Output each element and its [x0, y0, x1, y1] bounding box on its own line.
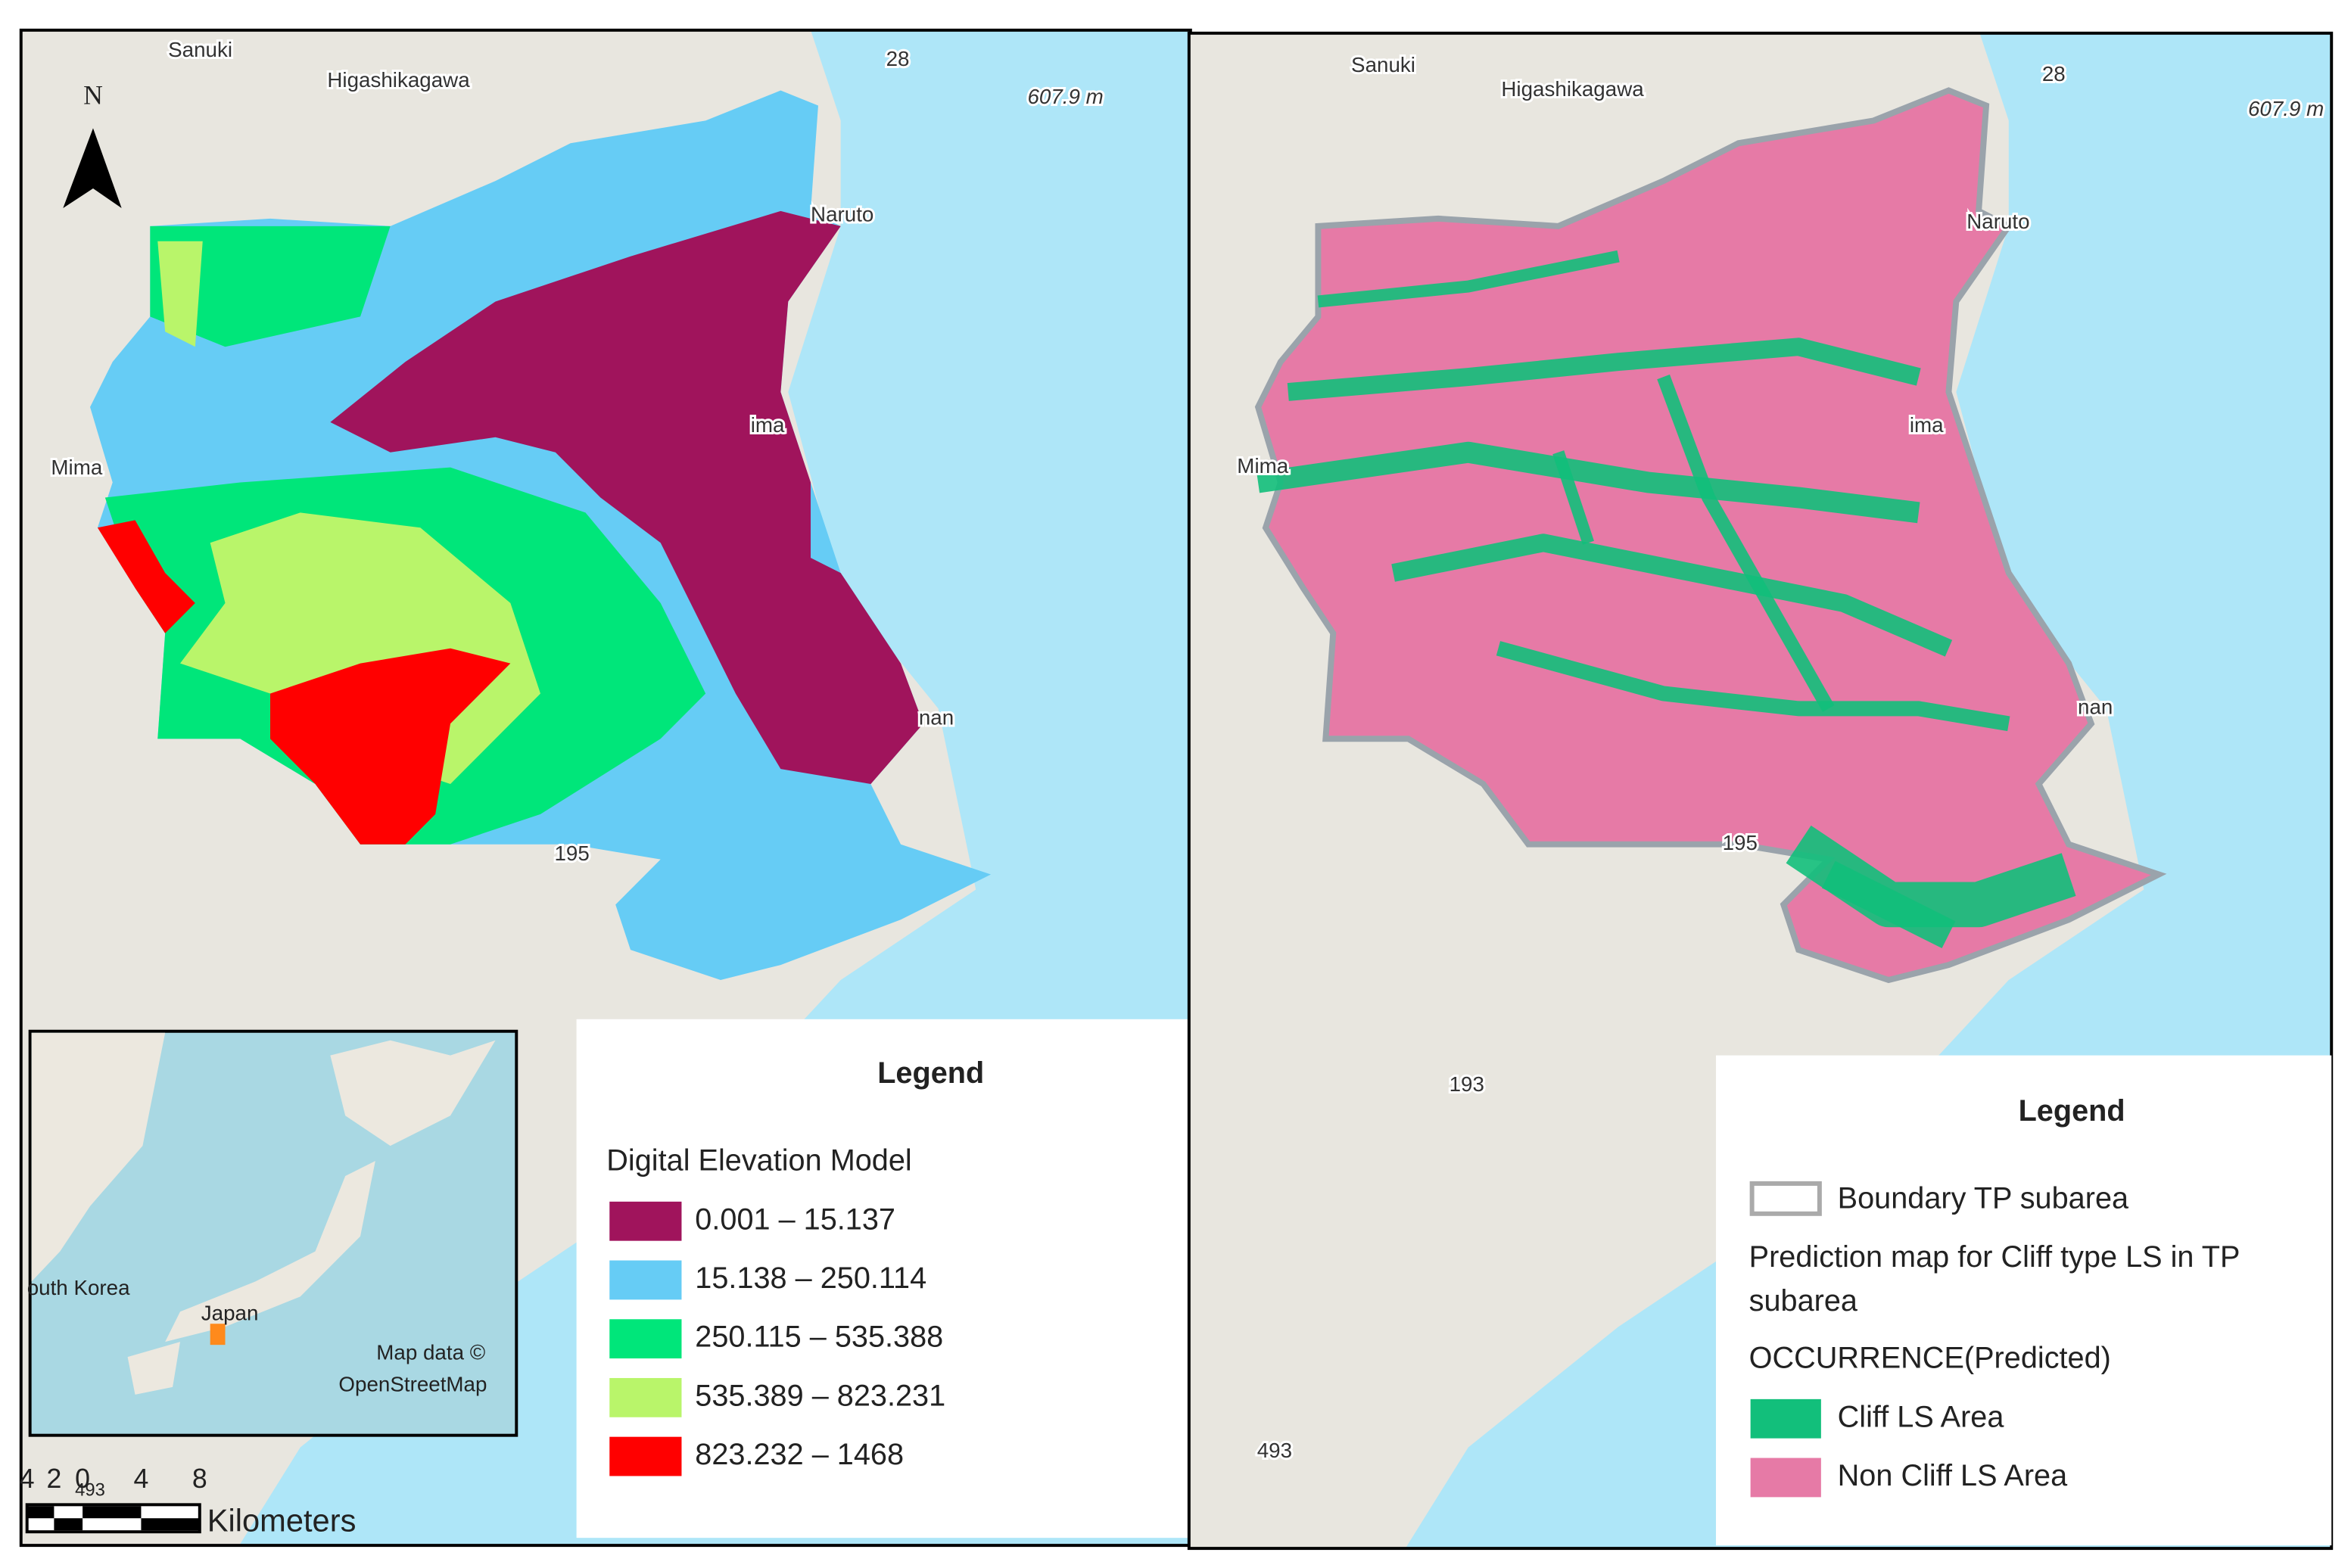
road-shield: 28 [2042, 62, 2066, 86]
non-cliff-zone [1254, 87, 2167, 984]
cliff-zone [1287, 338, 1921, 401]
cliff-zone [1821, 860, 1956, 949]
place: Higashikagawa [327, 68, 470, 92]
cliff-zone [1496, 641, 2010, 732]
legend-swatch [609, 1319, 682, 1359]
legend-subtitle: Digital Elevation Model [606, 1144, 911, 1178]
inset-land [127, 1342, 181, 1395]
place: Naruto [811, 202, 873, 226]
credit: OpenStreetMap [338, 1372, 487, 1395]
road-shield: 195 [555, 842, 590, 865]
legend-swatch [609, 1201, 682, 1241]
cliff-zone [1317, 250, 1620, 308]
legend-swatch [609, 1436, 682, 1476]
left-map: Sanuki Higashikagawa 28 607.9 m Naruto i… [20, 30, 1191, 1546]
scale-seg [54, 1518, 83, 1531]
dem-layer [90, 90, 992, 981]
scale-label: 2 [46, 1464, 61, 1494]
north-arrow [63, 128, 122, 208]
legend-swatch [1750, 1398, 1821, 1439]
legend-label: Non Cliff LS Area [1838, 1459, 2068, 1492]
legend-layer: subarea [1749, 1284, 1858, 1318]
legend-layer: Prediction map for Cliff type LS in TP [1749, 1240, 2240, 1274]
scale-seg [141, 1518, 200, 1531]
road-shield: 493 [75, 1480, 105, 1501]
dem-zone [330, 210, 923, 784]
inset-land [330, 1040, 496, 1146]
legend-label: 0.001 – 15.137 [695, 1202, 895, 1236]
dem-zone [150, 226, 391, 347]
place: Naruto [1966, 210, 2029, 233]
prediction-layer [1254, 87, 2167, 984]
inset-land [31, 1032, 166, 1282]
place: ima [751, 413, 785, 437]
legend-title: Legend [877, 1056, 984, 1090]
legend-swatch [609, 1377, 682, 1417]
scale-unit: Kilometers [207, 1502, 357, 1538]
scale-seg [26, 1506, 54, 1519]
cliff-zone [1256, 441, 1920, 524]
cliff-zone [1552, 450, 1594, 545]
legend-label: 250.115 – 535.388 [695, 1321, 943, 1354]
place: nan [919, 706, 954, 730]
place: Sanuki [168, 38, 232, 61]
place: Mima [51, 456, 102, 479]
scale-label: 8 [192, 1464, 207, 1494]
place: Mima [1237, 454, 1288, 478]
road-shield: 493 [1257, 1439, 1292, 1462]
place: nan [2078, 695, 2113, 719]
cliff-zone [1391, 534, 1953, 657]
legend-label: 823.232 – 1468 [695, 1438, 904, 1471]
scale-seg [83, 1506, 142, 1519]
place: Higashikagawa [1501, 77, 1644, 101]
credit: Map data © [376, 1340, 485, 1364]
boundary-swatch [1749, 1181, 1822, 1216]
legend-label: 15.138 – 250.114 [695, 1262, 926, 1295]
dem-zone [157, 241, 203, 347]
scale-bar: 4 2 0 4 8 Kilometers 493 [20, 1464, 357, 1538]
legend: Legend Digital Elevation Model 0.001 – 1… [576, 1019, 1191, 1538]
dem-zone [97, 520, 195, 633]
legend: Legend Boundary TP subarea Prediction ma… [1716, 1055, 2332, 1546]
inset-place: outh Korea [27, 1276, 130, 1299]
peak: 607.9 m [1027, 85, 1103, 108]
road-shield: 193 [1450, 1072, 1484, 1096]
place: Sanuki [1351, 53, 1415, 76]
legend-label: Boundary TP subarea [1838, 1181, 2129, 1215]
legend-title: Legend [2019, 1094, 2125, 1128]
dem-zone [270, 648, 511, 845]
peak: 607.9 m [2248, 97, 2324, 120]
inset-place: Japan [201, 1302, 259, 1325]
place: ima [1910, 413, 1944, 437]
frame [1187, 31, 2334, 1551]
inset-marker [210, 1324, 226, 1346]
legend-swatch [1750, 1458, 1821, 1498]
scale-label: 0 [75, 1464, 90, 1494]
scale-label: 4 [20, 1464, 35, 1494]
legend-label: 535.389 – 823.231 [695, 1379, 945, 1412]
scale-label: 4 [134, 1464, 149, 1494]
road-shield: 28 [886, 47, 910, 70]
inset-map: outh Korea Japan Map data © OpenStreetMa… [27, 1029, 518, 1437]
cliff-zone [1657, 374, 1835, 712]
legend-label: Cliff LS Area [1838, 1400, 2005, 1433]
legend-field: OCCURRENCE(Predicted) [1749, 1342, 2111, 1375]
north-label: N [83, 80, 103, 110]
road-shield: 195 [1723, 831, 1758, 854]
legend-swatch [609, 1260, 682, 1300]
